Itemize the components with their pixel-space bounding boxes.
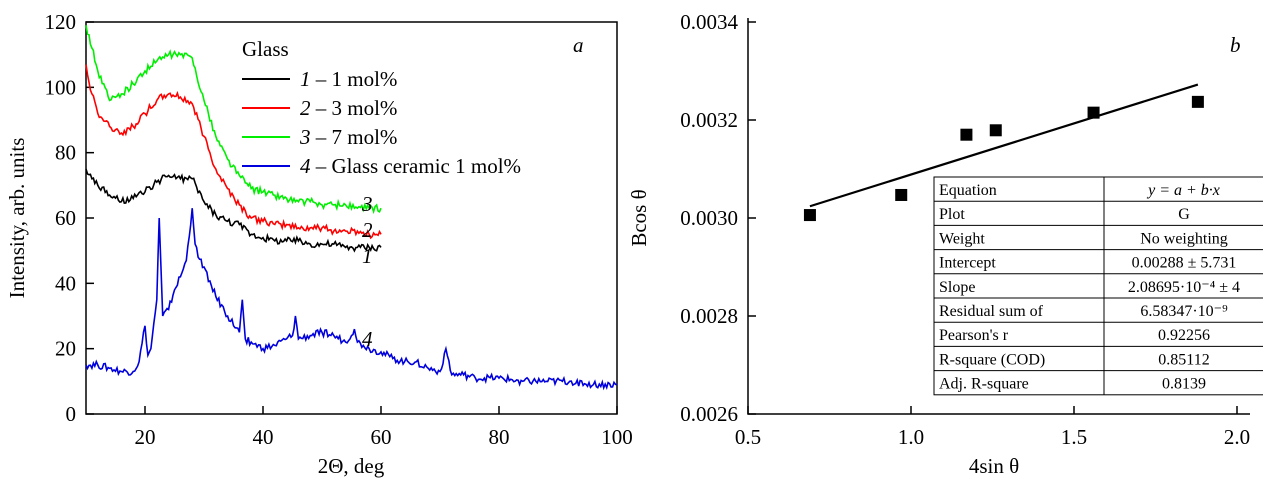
panel-a-y-axis-label: Intensity, arb. units — [5, 138, 29, 299]
data-point — [960, 128, 973, 141]
table-key: Weight — [939, 230, 985, 247]
legend-title: Glass — [242, 37, 289, 61]
x-tick-label: 20 — [135, 425, 156, 449]
table-key: Plot — [939, 206, 965, 223]
panel-b-x-axis-label: 4sin θ — [969, 454, 1019, 478]
series-line-2 — [85, 64, 382, 240]
y-tick-label: 60 — [55, 206, 76, 230]
data-point — [1191, 95, 1204, 108]
table-value: 0.00288 ± 5.731 — [1132, 255, 1237, 272]
table-key: Residual sum of — [939, 303, 1044, 320]
data-point — [895, 188, 908, 201]
table-value: y = a + b·x — [1146, 182, 1220, 199]
table-value: 6.58347·10⁻⁹ — [1140, 303, 1228, 320]
panel-a: 20 40 60 80 100 0 20 40 60 80 100 120 a 2Θ, deg Int… — [5, 10, 633, 478]
x-tick-label: 1.0 — [898, 425, 924, 449]
y-tick-label: 120 — [45, 10, 77, 34]
series-line-4 — [85, 208, 618, 391]
y-tick-label: 100 — [45, 75, 77, 99]
y-tick-label: 20 — [55, 337, 76, 361]
linear-fit-line — [809, 83, 1199, 208]
fit-results-table: Equation y = a + b·x Plot G Weight No weighti… — [933, 176, 1263, 396]
panel-a-legend: Glass 1 – 1 mol% 2 – 3 mol% 3 – 7 mol% 4 – … — [242, 37, 521, 178]
table-value: No weighting — [1140, 230, 1228, 247]
x-tick-label: 40 — [253, 425, 274, 449]
x-tick-label: 80 — [489, 425, 510, 449]
y-tick-label: 0.0030 — [680, 206, 738, 230]
y-tick-label: 0.0032 — [680, 108, 738, 132]
table-value: 0.85112 — [1158, 351, 1209, 368]
series-line-3 — [85, 25, 382, 215]
panel-a-x-axis-label: 2Θ, deg — [318, 454, 385, 478]
data-point — [989, 124, 1002, 137]
table-key: Equation — [939, 182, 997, 199]
y-tick-label: 0.0026 — [680, 402, 738, 426]
table-border — [933, 176, 1263, 396]
series-line-1 — [85, 168, 382, 253]
legend-entry-3: 3 – 7 mol% — [299, 125, 397, 149]
curve-label-3: 3 — [361, 192, 373, 216]
table-value: 2.08695·10⁻⁴ ± 4 — [1128, 279, 1240, 296]
x-tick-label: 1.5 — [1061, 425, 1087, 449]
table-key: Pearson's r — [939, 327, 1009, 344]
curve-label-2: 2 — [362, 218, 373, 242]
panel-b-label: b — [1230, 33, 1241, 57]
data-point — [803, 209, 816, 222]
table-key: Adj. R-square — [939, 376, 1029, 393]
curve-label-4: 4 — [362, 327, 373, 351]
table-key: Slope — [939, 279, 975, 296]
x-tick-label: 100 — [601, 425, 633, 449]
panel-b: 0.5 1.0 1.5 2.0 0.0026 0.0028 0.0030 0.0032 0.00… — [627, 10, 1263, 478]
y-tick-label: 0.0034 — [680, 10, 738, 34]
table-value: 0.8139 — [1162, 376, 1206, 393]
table-value: 0.92256 — [1158, 327, 1210, 344]
y-tick-label: 80 — [55, 141, 76, 165]
legend-entry-1: 1 – 1 mol% — [300, 67, 397, 91]
legend-entry-4: 4 – Glass ceramic 1 mol% — [300, 154, 521, 178]
y-tick-label: 40 — [55, 271, 76, 295]
legend-entry-2: 2 – 3 mol% — [300, 96, 397, 120]
x-tick-label: 2.0 — [1224, 425, 1250, 449]
x-tick-label: 60 — [371, 425, 392, 449]
panel-b-axes — [747, 18, 1250, 415]
curve-label-1: 1 — [362, 244, 373, 268]
x-tick-label: 0.5 — [735, 425, 761, 449]
table-key: Intercept — [939, 255, 996, 272]
y-tick-label: 0.0028 — [680, 304, 738, 328]
panel-a-label: a — [573, 33, 584, 57]
data-point — [1087, 106, 1100, 119]
table-key: R-square (COD) — [939, 351, 1045, 368]
y-tick-label: 0 — [66, 402, 77, 426]
panel-b-y-axis-label: Bcos θ — [627, 189, 651, 246]
table-value: G — [1178, 206, 1190, 223]
